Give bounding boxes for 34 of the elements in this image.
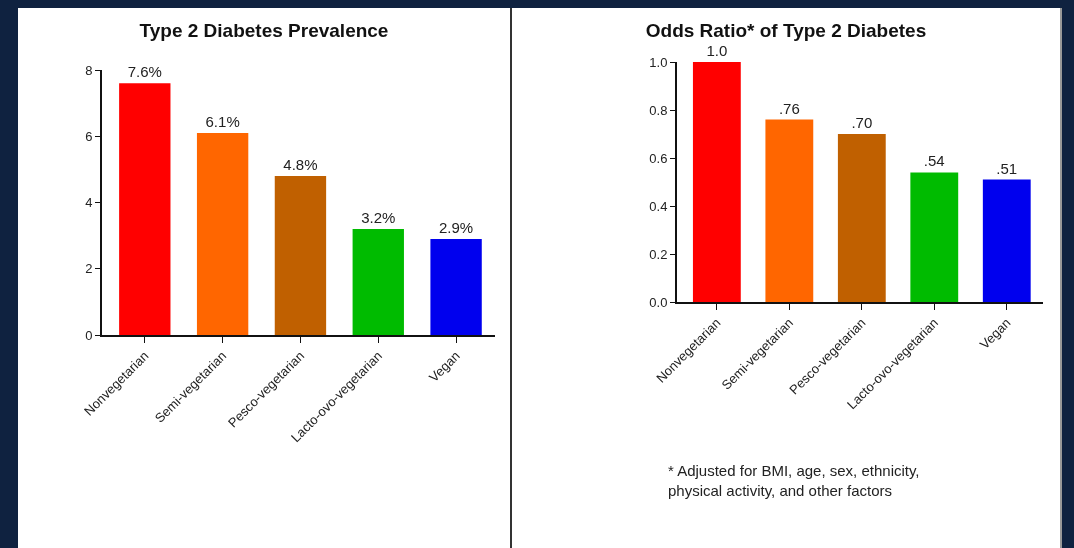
y-tick-label: 6	[85, 128, 93, 144]
bar	[119, 83, 171, 335]
data-label: 2.9%	[438, 218, 474, 236]
y-tick-label: 1.0	[649, 54, 668, 70]
data-label: .54	[923, 152, 945, 170]
data-label: .76	[778, 99, 800, 117]
text: * Adjusted for BMI, age, sex, ethnicity, physical activity, and other factors	[668, 462, 920, 499]
y-tick-label: 0.0	[649, 294, 668, 310]
y-tick-label: 2	[85, 261, 93, 277]
data-label: 6.1%	[205, 112, 240, 130]
y-tick-label: 0	[85, 327, 93, 343]
bar	[274, 176, 327, 335]
bar	[352, 229, 404, 335]
y-tick-label: 0.4	[649, 198, 668, 214]
bar	[982, 179, 1031, 302]
y-tick-label: 4	[85, 195, 93, 211]
bar	[837, 134, 886, 302]
data-label: .70	[851, 114, 873, 131]
y-tick-label: 0.2	[649, 246, 668, 262]
data-label: 7.6%	[127, 63, 162, 81]
bar	[692, 62, 741, 302]
bar	[910, 172, 959, 302]
y-tick-label: 0.8	[649, 102, 668, 118]
bar	[430, 238, 482, 335]
data-label: .51	[996, 159, 1018, 177]
bar	[765, 119, 814, 302]
data-label: 1.0	[706, 42, 728, 59]
chart-title: Type 2 Diabetes Prevalence	[139, 19, 389, 41]
data-label: 4.8%	[283, 156, 318, 173]
y-tick-label: 8	[85, 62, 93, 78]
chart-title: Odds Ratio* of Type 2 Diabetes	[645, 19, 927, 41]
y-tick-label: 0.6	[649, 150, 668, 166]
data-label: 3.2%	[361, 209, 396, 226]
bar	[196, 132, 249, 335]
